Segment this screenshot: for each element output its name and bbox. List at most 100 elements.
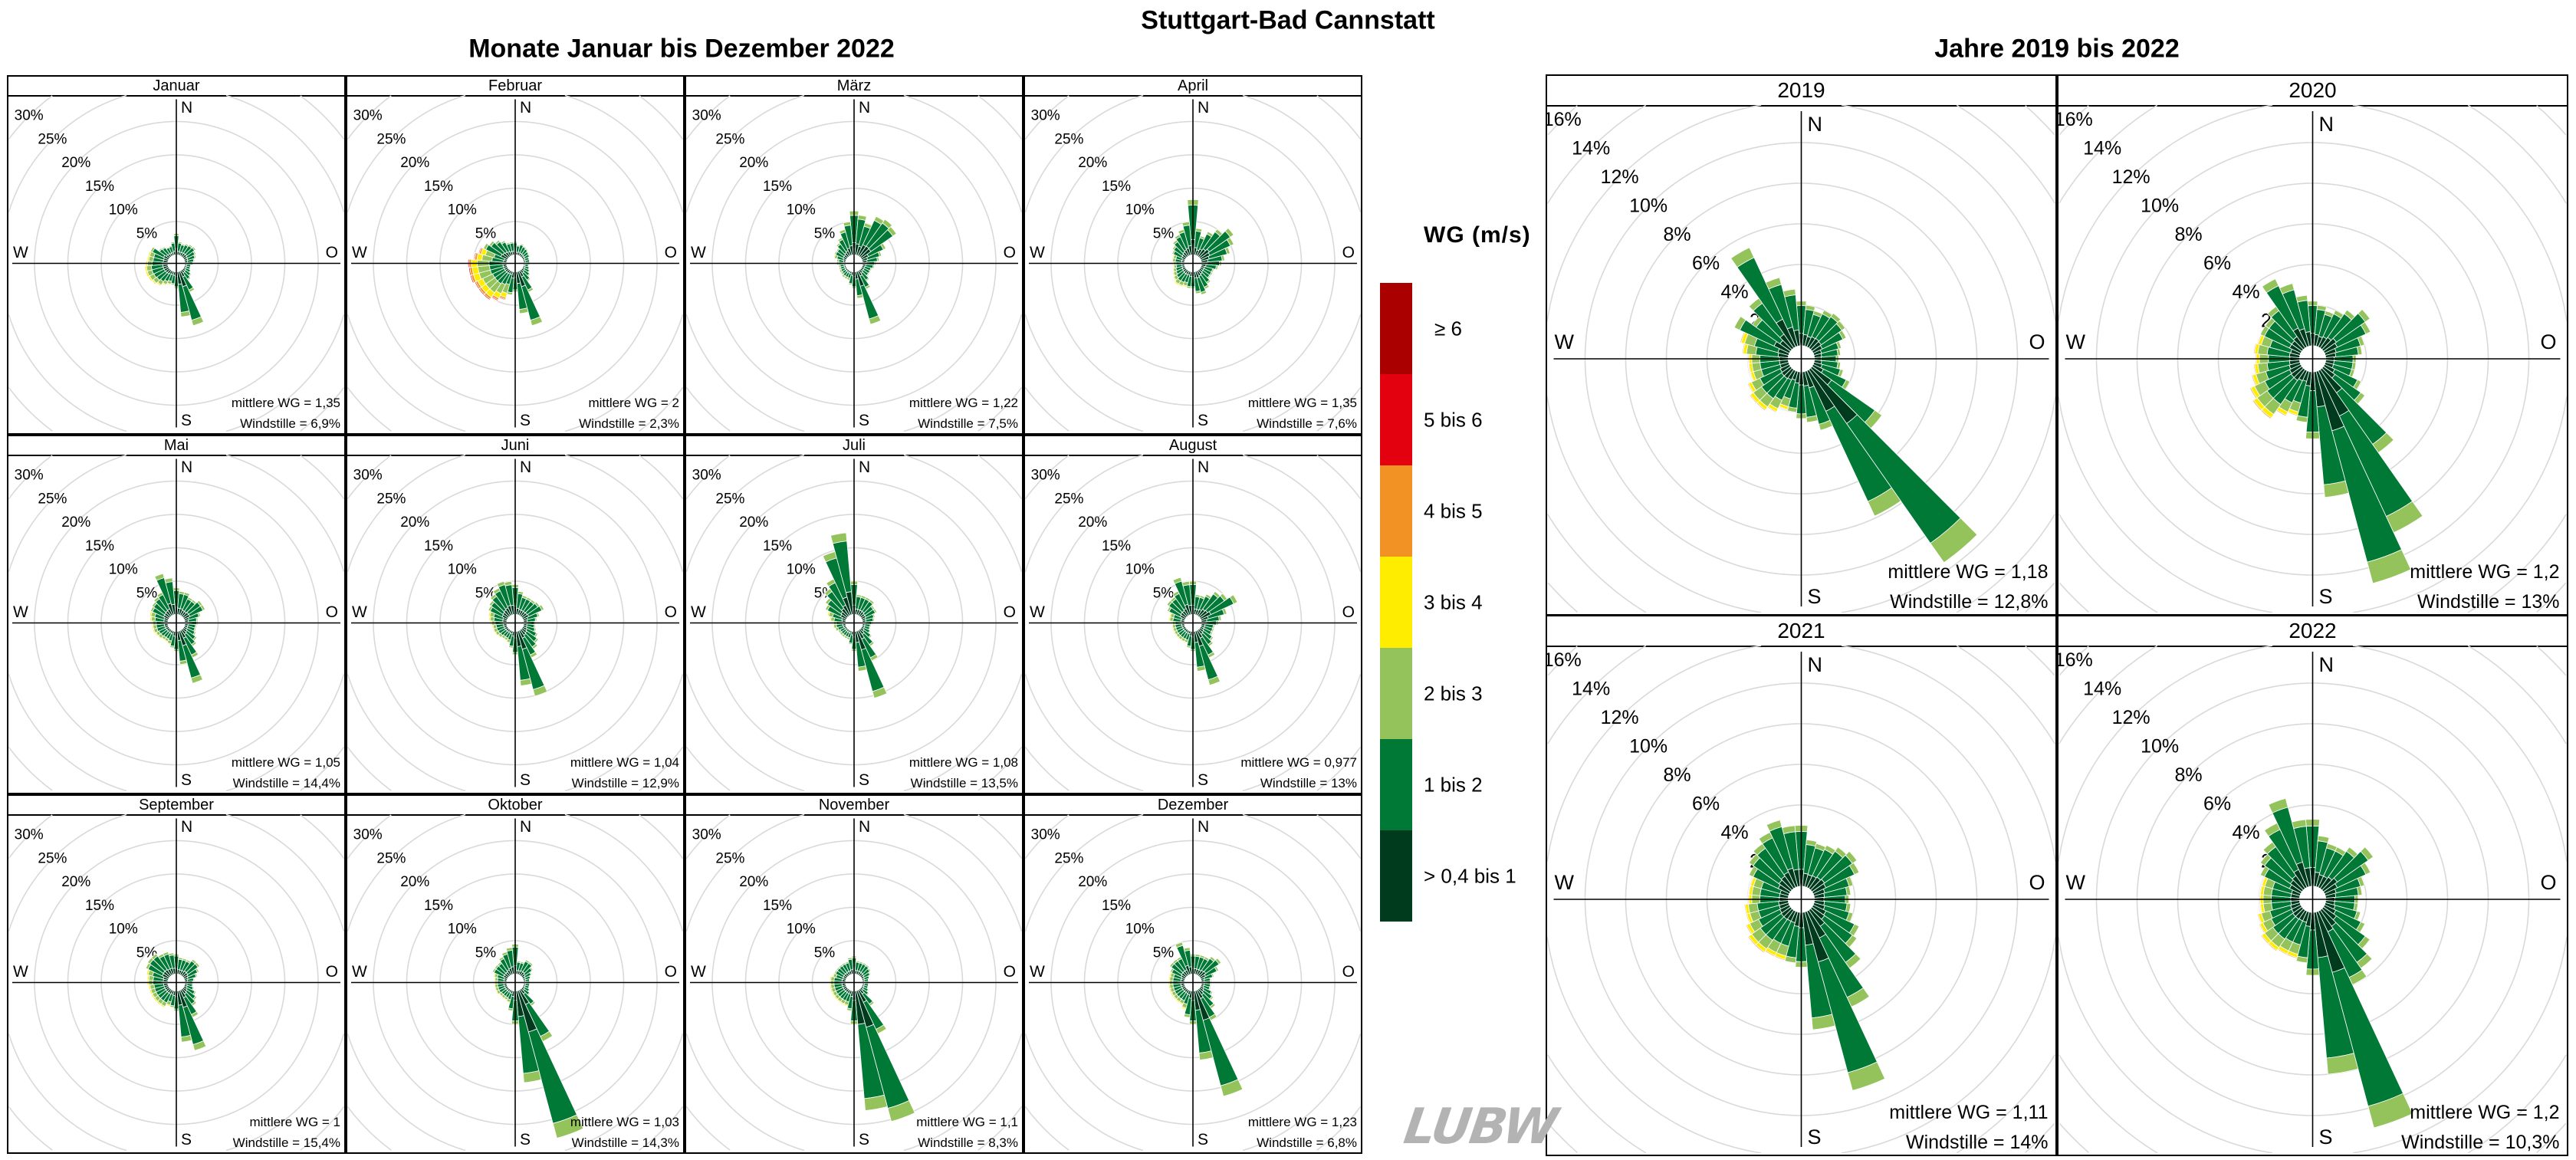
ring-label: 16% — [1547, 649, 1582, 671]
sector-bar — [2291, 819, 2307, 830]
ring-label: 30% — [1031, 827, 1060, 843]
sector-bar — [1214, 958, 1222, 965]
sector-bar — [1730, 247, 1755, 268]
compass-label-o: O — [665, 603, 677, 621]
sector-bar — [1194, 954, 1201, 958]
sector-bar — [509, 241, 514, 245]
sector-bar — [872, 617, 875, 622]
ring-label: 30% — [692, 468, 721, 484]
grid-ring — [2058, 646, 2567, 1153]
sector-bar — [532, 685, 548, 697]
mean-wind-speed-label: mittlere WG = 1,22 — [909, 396, 1018, 410]
mean-wind-speed-label: mittlere WG = 1 — [249, 1115, 340, 1129]
sector-bar — [857, 215, 867, 221]
ring-label: 8% — [1664, 224, 1691, 245]
sector-bar — [527, 253, 531, 258]
sector-bar — [2295, 294, 2308, 303]
compass-label-o: O — [326, 244, 338, 261]
sector-bar — [180, 1034, 192, 1043]
compass-label-w: W — [1555, 871, 1575, 894]
grid-ring — [1547, 646, 2055, 1153]
sector-bar — [1196, 665, 1206, 672]
sector-bar — [1209, 977, 1212, 981]
compass-label-w: W — [352, 963, 367, 981]
sector-bar — [2279, 283, 2295, 294]
panel-title: Juli — [686, 436, 1022, 456]
compass-label-o: O — [2029, 871, 2045, 894]
compass-label-s: S — [1198, 771, 1208, 789]
ring-label: 25% — [376, 131, 406, 147]
sector-bar — [1194, 594, 1201, 598]
sector-bar — [872, 686, 888, 699]
sector-bar — [2252, 343, 2256, 354]
sector-bar — [183, 591, 191, 597]
sector-bar — [517, 590, 524, 595]
sector-bar — [2357, 876, 2365, 887]
chart-title: Stuttgart-Bad Cannstatt — [1141, 5, 1435, 35]
sector-bar — [840, 275, 844, 279]
sector-bar — [508, 645, 514, 649]
sector-bar — [179, 659, 188, 665]
compass-label-s: S — [2319, 1125, 2333, 1148]
ring-label: 30% — [353, 108, 383, 124]
sector-bar — [830, 532, 848, 544]
compass-label-o: O — [326, 963, 338, 981]
ring-label: 10% — [1125, 202, 1155, 219]
panel-title: März — [686, 77, 1022, 97]
grid-ring — [8, 95, 344, 432]
sector-bar — [868, 971, 872, 976]
calm-percentage-label: Windstille = 12,9% — [572, 776, 679, 790]
grid-ring — [686, 95, 1022, 432]
sector-bar — [180, 311, 191, 317]
compass-label-o: O — [1004, 244, 1016, 261]
ring-label: 20% — [739, 874, 768, 890]
sector-bar — [2251, 400, 2262, 412]
ring-label: 25% — [376, 850, 406, 866]
grid-ring — [2058, 646, 2567, 1153]
ring-label: 4% — [2232, 281, 2259, 303]
ring-label: 15% — [85, 898, 114, 914]
ring-label: 25% — [38, 491, 67, 507]
calm-percentage-label: Windstille = 12,8% — [1890, 591, 2048, 613]
sector-bar — [1175, 941, 1184, 948]
sector-bar — [859, 284, 879, 320]
ring-label: 12% — [2112, 707, 2150, 728]
sector-bar — [2316, 304, 2328, 311]
ring-label: 25% — [1054, 491, 1083, 507]
sector-bar — [164, 577, 173, 583]
sector-bar — [194, 961, 200, 968]
panel-title: Mai — [8, 436, 344, 456]
legend-color-swatch — [1380, 374, 1412, 465]
sector-bar — [151, 953, 159, 961]
sector-bar — [1746, 383, 1753, 394]
sector-bar — [1835, 340, 1842, 350]
legend-color-swatch — [1380, 648, 1412, 739]
sector-bar — [877, 251, 882, 258]
calm-percentage-label: Windstille = 14% — [1906, 1132, 2049, 1153]
panel-title: 2021 — [1547, 616, 2055, 647]
sector-bar — [2259, 935, 2269, 945]
ring-label: 30% — [15, 108, 44, 124]
sector-bar — [1805, 304, 1816, 311]
calm-percentage-label: Windstille = 7,5% — [918, 416, 1018, 431]
sector-bar — [1183, 947, 1191, 952]
sector-bar — [534, 616, 537, 622]
sector-bar — [495, 239, 501, 245]
ring-label: 30% — [692, 827, 721, 843]
sector-bar — [843, 221, 852, 227]
sector-bar — [191, 246, 196, 251]
sector-bar — [1733, 316, 1746, 331]
ring-label: 10% — [448, 202, 477, 219]
sector-bar — [1181, 221, 1191, 227]
grid-ring — [686, 95, 1022, 432]
calm-percentage-label: Windstille = 15,4% — [233, 1135, 340, 1150]
compass-label-s: S — [1198, 412, 1208, 429]
ring-label: 10% — [787, 922, 816, 938]
sector-bar — [168, 952, 175, 957]
sector-bar — [2249, 387, 2256, 399]
